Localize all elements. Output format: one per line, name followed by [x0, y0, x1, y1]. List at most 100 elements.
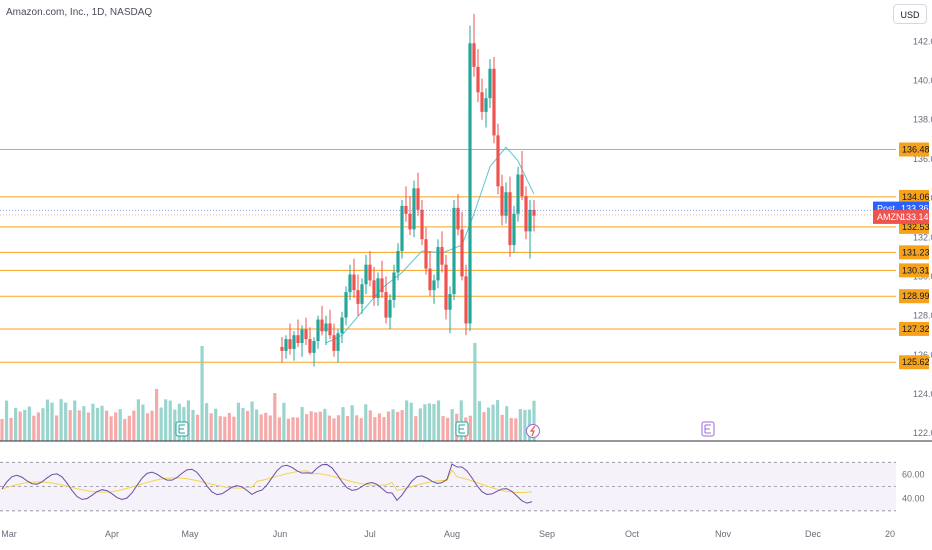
time-axis[interactable]: Mar Apr May Jun Jul Aug Sep Oct Nov Dec 20: [0, 525, 932, 550]
volume-bar: [214, 408, 218, 441]
candle: [468, 25, 472, 332]
svg-text:125.62: 125.62: [902, 357, 930, 367]
volume-bar: [350, 405, 354, 441]
candle: [356, 274, 360, 316]
candle: [316, 315, 320, 349]
volume-bar: [477, 401, 482, 441]
price-tick-label: 126.00: [913, 350, 932, 360]
volume-bar: [486, 407, 491, 441]
volume-bar: [400, 410, 404, 441]
time-axis-label-20: 20: [885, 529, 895, 539]
candle: [300, 325, 304, 357]
time-axis-label-nov: Nov: [715, 529, 732, 539]
earnings-marker-may[interactable]: [175, 421, 189, 437]
volume-bar: [323, 408, 327, 441]
candle: [496, 123, 500, 195]
price-tick-label: 132.00: [913, 232, 932, 242]
candle: [336, 329, 340, 363]
svg-text:133.14: 133.14: [901, 212, 929, 222]
volume-bar: [209, 413, 213, 441]
horizontal-levels: [0, 148, 896, 363]
level-tag: 130.31: [899, 263, 930, 278]
rsi-panel: [0, 461, 896, 512]
price-tag-post: Post 133.36: [0, 201, 929, 216]
volume-bar: [364, 404, 368, 441]
candle: [440, 231, 444, 273]
svg-text:130.31: 130.31: [902, 265, 930, 275]
price-tick-label: 140.00: [913, 76, 932, 86]
price-tick-label: 122.00: [913, 428, 932, 438]
volume-bar: [27, 406, 31, 441]
volume-bar: [32, 415, 36, 441]
candle: [520, 151, 524, 201]
volume-bar: [141, 404, 145, 441]
candle: [436, 239, 440, 289]
candle: [360, 278, 364, 314]
volume-bar: [255, 409, 259, 441]
candle: [424, 227, 428, 275]
candle: [528, 200, 532, 259]
volume-bar: [509, 418, 513, 441]
candle: [312, 337, 316, 367]
earnings-marker-aug[interactable]: [455, 421, 469, 437]
earnings-marker-oct[interactable]: [701, 421, 715, 437]
candle: [452, 200, 456, 300]
volume-bar: [418, 408, 422, 441]
candle: [428, 250, 432, 297]
currency-button[interactable]: USD: [893, 4, 927, 24]
volume-bar: [268, 415, 272, 441]
candle: [476, 49, 480, 103]
volume-bar: [459, 400, 463, 441]
volume-bar: [77, 410, 81, 441]
candle: [304, 317, 308, 346]
price-tick-label: 142.00: [913, 36, 932, 46]
time-axis-label-oct: Oct: [625, 529, 640, 539]
volume-bar: [382, 417, 386, 441]
volume-bar: [336, 415, 341, 441]
volume-bar: [109, 416, 113, 441]
volume-bar: [132, 410, 136, 441]
rsi-line: [1, 463, 533, 504]
candle: [432, 274, 436, 304]
candle: [396, 243, 400, 281]
candle: [408, 196, 412, 236]
time-axis-label-jul: Jul: [364, 529, 376, 539]
volume-bars: [0, 343, 536, 441]
chart-title: Amazon.com, Inc., 1D, NASDAQ: [6, 7, 153, 18]
volume-bar: [518, 409, 522, 441]
volume-bar: [0, 419, 4, 441]
svg-text:127.32: 127.32: [902, 324, 930, 334]
rsi-tick-label: 60.00: [902, 469, 925, 479]
candle: [280, 337, 284, 363]
candle: [364, 254, 368, 295]
volume-bar: [54, 415, 59, 441]
candle: [448, 286, 452, 334]
volume-bar: [164, 399, 168, 441]
candle: [480, 78, 484, 120]
volume-bar: [200, 346, 204, 441]
candle: [400, 200, 404, 259]
candle: [288, 323, 292, 355]
volume-bar: [414, 416, 418, 441]
candle: [508, 176, 512, 257]
candle: [332, 323, 336, 357]
dividend-marker-icon[interactable]: [526, 424, 540, 438]
volume-bar: [368, 410, 372, 441]
earnings-markers[interactable]: [175, 421, 715, 438]
rsi-ma-line: [1, 469, 533, 493]
candle: [340, 311, 344, 344]
candle: [500, 174, 504, 226]
candlesticks: [280, 13, 536, 367]
volume-bar: [332, 418, 336, 441]
volume-bar: [9, 417, 13, 441]
volume-bar: [45, 399, 50, 441]
volume-bar: [327, 415, 331, 441]
volume-bar: [95, 407, 100, 441]
volume-bar: [73, 400, 77, 441]
price-tick-label: 136.00: [913, 154, 932, 164]
volume-bar: [386, 411, 391, 441]
volume-bar: [14, 407, 18, 441]
volume-bar: [241, 407, 245, 441]
